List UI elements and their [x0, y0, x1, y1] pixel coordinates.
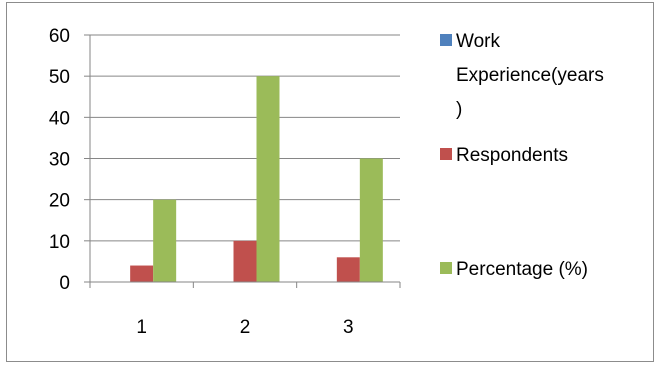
legend-label-1-line-1: Work [456, 31, 500, 52]
x-tick-label-3: 3 [343, 317, 354, 338]
bar-respondents-1 [130, 265, 154, 282]
legend-label-2-line-1: Respondents [456, 145, 568, 166]
y-tick-label-20: 20 [49, 191, 70, 212]
legend: Work Experience(years) Respondents Percenta… [440, 31, 604, 280]
bar-percentage-1 [153, 199, 177, 282]
tick-labels: 0 10 20 30 40 50 60 1 2 3 [49, 26, 354, 338]
legend-swatch-3 [440, 262, 452, 274]
y-tick-label-0: 0 [59, 273, 70, 294]
chart-frame [6, 2, 654, 362]
axes [84, 34, 401, 288]
gridlines [90, 34, 400, 242]
bar-percentage-3 [359, 158, 383, 282]
legend-swatch-2 [440, 148, 452, 160]
y-tick-label-60: 60 [49, 26, 70, 47]
bars [130, 76, 383, 283]
bar-respondents-3 [336, 257, 360, 282]
x-tick-label-1: 1 [136, 317, 147, 338]
y-tick-label-50: 50 [49, 67, 70, 88]
legend-label-1-line-2: Experience(years [456, 65, 604, 86]
x-tick-label-2: 2 [240, 317, 251, 338]
y-tick-label-10: 10 [49, 232, 70, 253]
y-tick-label-30: 30 [49, 150, 70, 171]
legend-swatch-1 [440, 34, 452, 46]
y-tick-label-40: 40 [49, 108, 70, 129]
legend-label-1-line-3: ) [456, 99, 462, 120]
bar-percentage-2 [256, 76, 280, 283]
legend-label-3-line-1: Percentage (%) [456, 259, 588, 280]
bar-respondents-2 [233, 240, 257, 282]
